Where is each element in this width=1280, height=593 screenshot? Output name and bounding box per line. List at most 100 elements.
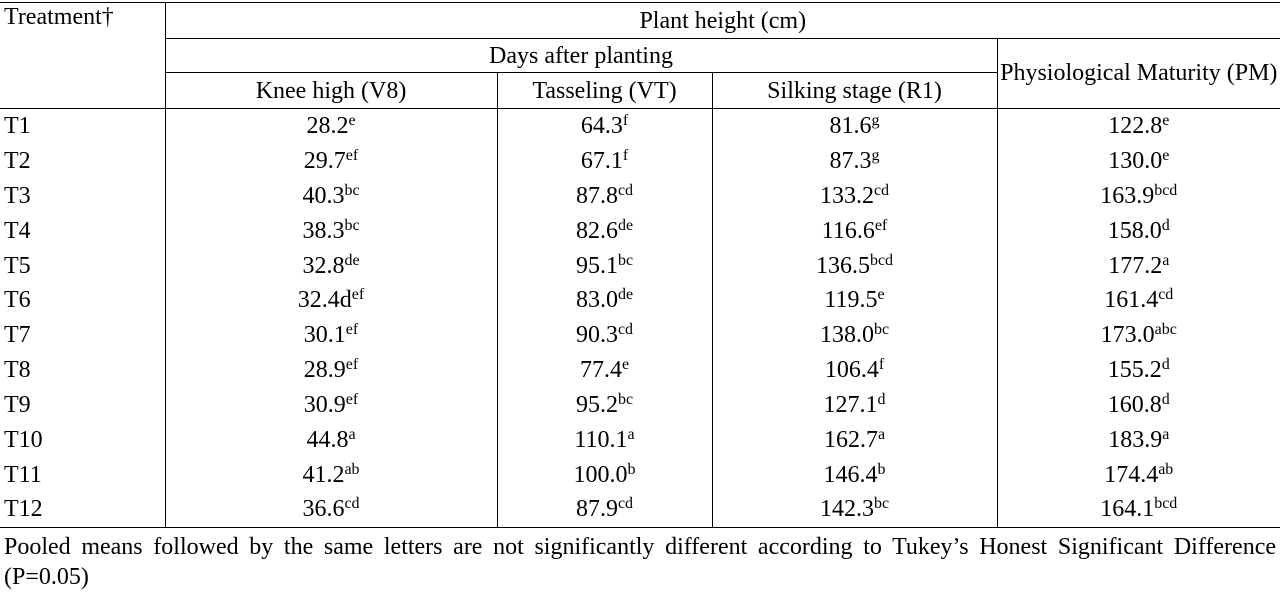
header-cell: Silking stage (R1): [711, 72, 997, 109]
cell-value: 90.3: [575, 322, 618, 349]
data-cell: 95.1bc: [496, 248, 712, 283]
data-cell: 28.2e: [164, 108, 497, 144]
data-cell: 158.0d: [996, 213, 1280, 249]
footnote: Pooled means followed by the same letter…: [4, 533, 1276, 590]
significance-letters: d: [1161, 356, 1170, 374]
data-cell: 173.0abc: [996, 317, 1280, 353]
row-label: T5: [4, 252, 31, 279]
table-row: T5 32.8de 95.1bc 136.5bcd 177.2a: [0, 248, 1280, 283]
significance-letters: b: [877, 460, 886, 478]
data-cell: 87.9cd: [496, 492, 712, 528]
cell-value: 119.5: [824, 287, 878, 314]
significance-letters: bc: [873, 495, 890, 513]
significance-letters: d: [877, 391, 886, 409]
data-cell: 161.4cd: [996, 282, 1280, 318]
row-label: T3: [4, 182, 31, 209]
cell-value: 158.0: [1107, 217, 1162, 244]
significance-letters: ef: [874, 216, 888, 234]
significance-letters: e: [877, 286, 885, 304]
cell-value: 161.4: [1104, 287, 1159, 314]
significance-letters: de: [617, 216, 634, 234]
significance-letters: ef: [345, 146, 359, 164]
significance-letters: e: [348, 112, 356, 130]
cell-value: 177.2: [1108, 252, 1163, 279]
cell-value: 28.2: [306, 113, 349, 140]
significance-letters: abc: [1154, 321, 1177, 339]
data-cell: 174.4ab: [996, 457, 1280, 493]
cell-value: 162.7: [823, 426, 878, 453]
cell-value: 82.6: [575, 217, 618, 244]
data-cell: 32.4def: [164, 282, 497, 318]
significance-letters: bcd: [869, 251, 894, 269]
header-cell: Days after planting: [164, 38, 997, 73]
data-cell: 29.7ef: [164, 143, 497, 179]
row-label: T4: [4, 217, 31, 244]
cell-value: 64.3: [580, 113, 623, 140]
data-cell: 162.7a: [711, 422, 997, 458]
header-cell: Plant height (cm): [164, 2, 1280, 39]
cell-value: 164.1: [1100, 496, 1155, 523]
data-cell: 183.9a: [996, 422, 1280, 458]
cell-value: 95.1: [575, 252, 618, 279]
significance-letters: bcd: [1154, 495, 1178, 513]
cell-value: 32.4d: [297, 287, 352, 314]
data-cell: 122.8e: [996, 108, 1280, 144]
data-cell: 130.0e: [996, 143, 1280, 179]
header-cell: Knee high (V8): [164, 72, 497, 109]
significance-letters: cd: [344, 495, 360, 513]
data-cell: 138.0bc: [711, 317, 997, 353]
data-cell: 28.9ef: [164, 352, 497, 388]
data-cell: 136.5bcd: [711, 248, 997, 283]
row-label: T7: [4, 322, 31, 349]
cell-value: 28.9: [303, 357, 346, 384]
row-label: T12: [0, 492, 165, 528]
cell-value: 41.2: [302, 461, 345, 488]
cell-value: 30.1: [303, 322, 346, 349]
significance-letters: a: [1162, 425, 1170, 443]
cell-value: 81.6: [829, 113, 872, 140]
data-cell: 116.6ef: [711, 213, 997, 249]
cell-value: 183.9: [1108, 426, 1163, 453]
significance-letters: bc: [344, 181, 360, 199]
significance-letters: d: [1161, 391, 1170, 409]
data-cell: 127.1d: [711, 387, 997, 423]
significance-letters: d: [1161, 216, 1170, 234]
significance-letters: g: [871, 112, 880, 130]
cell-value: 174.4: [1104, 461, 1159, 488]
significance-letters: bc: [873, 321, 890, 339]
data-cell: 110.1a: [496, 422, 712, 458]
table-row: T11 41.2ab 100.0b 146.4b 174.4ab: [0, 457, 1280, 493]
significance-letters: e: [1162, 112, 1170, 130]
data-cell: 81.6g: [711, 108, 997, 144]
data-cell: 164.1bcd: [996, 492, 1280, 528]
table-row: T8 28.9ef 77.4e 106.4f 155.2d: [0, 352, 1280, 388]
data-cell: 87.8cd: [496, 178, 712, 214]
table-row: T12 36.6cd 87.9cd 142.3bc 164.1bcd: [0, 492, 1280, 528]
cell-value: 127.1: [823, 392, 878, 419]
row-label: T2: [4, 147, 31, 174]
cell-value: 142.3: [819, 496, 874, 523]
cell-value: 67.1: [580, 147, 623, 174]
data-cell: 77.4e: [496, 352, 712, 388]
significance-letters: ef: [351, 286, 365, 304]
significance-letters: g: [871, 146, 880, 164]
cell-value: 163.9: [1100, 182, 1155, 209]
data-cell: 36.6cd: [164, 492, 497, 528]
data-cell: 82.6de: [496, 213, 712, 249]
data-cell: 64.3f: [496, 108, 712, 144]
cell-value: 100.0: [573, 461, 628, 488]
row-label: T1: [4, 113, 31, 140]
data-cell: 142.3bc: [711, 492, 997, 528]
row-label: T6: [4, 287, 31, 314]
data-cell: 146.4b: [711, 457, 997, 493]
significance-letters: bcd: [1154, 181, 1178, 199]
cell-value: 110.1: [574, 426, 628, 453]
data-cell: 30.1ef: [164, 317, 497, 353]
cell-value: 87.9: [575, 496, 618, 523]
cell-value: 95.2: [575, 392, 618, 419]
table-row: T9 30.9ef 95.2bc 127.1d 160.8d: [0, 387, 1280, 423]
data-cell: 32.8de: [164, 248, 497, 283]
data-cell: 160.8d: [996, 387, 1280, 423]
data-cell: 163.9bcd: [996, 178, 1280, 214]
